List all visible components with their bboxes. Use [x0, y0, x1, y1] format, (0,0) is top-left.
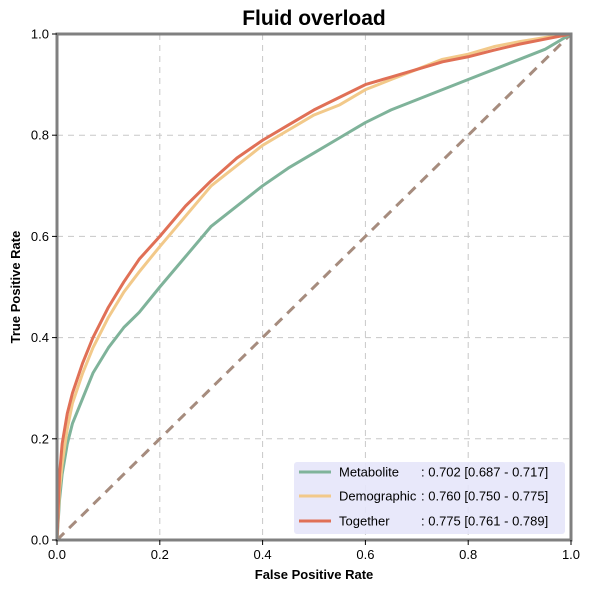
- y-tick-label: 0.4: [31, 330, 49, 345]
- legend-score-together: : 0.775 [0.761 - 0.789]: [421, 514, 548, 529]
- x-tick-label: 0.8: [459, 547, 477, 562]
- y-tick-label: 0.2: [31, 431, 49, 446]
- series-line-metabolite: [55, 32, 573, 542]
- plot-frame: [55, 32, 573, 542]
- x-tick-label: 0.6: [356, 547, 374, 562]
- x-axis-label: False Positive Rate: [255, 567, 374, 582]
- y-axis-ticks: 0.0 0.2 0.4 0.6 0.8 1.0: [31, 27, 57, 548]
- legend: Metabolite : 0.702 [0.687 - 0.717] Demogra…: [294, 462, 565, 534]
- legend-label-demographic: Demographic: [339, 489, 417, 504]
- chart-title: Fluid overload: [242, 7, 386, 30]
- legend-label-metabolite: Metabolite: [339, 465, 399, 480]
- x-tick-label: 0.4: [254, 547, 272, 562]
- series-line-demographic: [55, 32, 573, 542]
- reference-diagonal: [55, 32, 573, 542]
- x-tick-label: 0.2: [151, 547, 169, 562]
- series-lines: [55, 32, 573, 542]
- y-tick-label: 0.6: [31, 229, 49, 244]
- legend-box: [294, 462, 565, 534]
- x-tick-label: 0.0: [48, 547, 66, 562]
- reference-line: [55, 32, 573, 542]
- series-line-together: [55, 32, 573, 542]
- y-tick-label: 1.0: [31, 27, 49, 42]
- x-tick-label: 1.0: [562, 547, 580, 562]
- y-tick-label: 0.8: [31, 128, 49, 143]
- x-axis-ticks: 0.0 0.2 0.4 0.6 0.8 1.0: [48, 540, 580, 562]
- grid-lines: [57, 34, 571, 540]
- legend-score-demographic: : 0.760 [0.750 - 0.775]: [421, 489, 548, 504]
- y-tick-label: 0.0: [31, 533, 49, 548]
- legend-score-metabolite: : 0.702 [0.687 - 0.717]: [421, 465, 548, 480]
- y-axis-label: True Positive Rate: [8, 231, 23, 344]
- legend-label-together: Together: [339, 514, 390, 529]
